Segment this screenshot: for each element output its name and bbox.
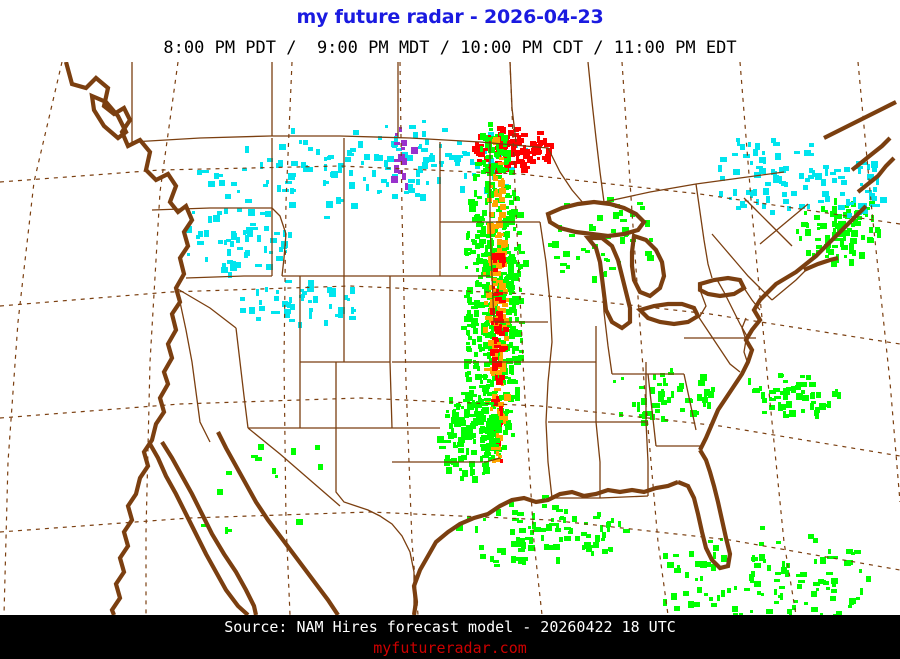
valid-time-bar: 8:00 PM PDT / 9:00 PM MDT / 10:00 PM CDT… xyxy=(163,38,737,58)
state-borders xyxy=(131,62,809,615)
graticule-parallels xyxy=(0,165,900,571)
source-text: Source: NAM Hires forecast model - 20260… xyxy=(224,618,676,636)
radar-map[interactable] xyxy=(0,62,900,615)
precipitation-echo-layer xyxy=(186,120,887,615)
footer-bar: Source: NAM Hires forecast model - 20260… xyxy=(0,615,900,659)
graticule-meridians xyxy=(3,62,900,615)
brand-link[interactable]: myfutureradar.com xyxy=(373,639,527,657)
map-canvas xyxy=(0,62,900,615)
page-title: my future radar - 2026-04-23 xyxy=(296,6,604,28)
geography-layer xyxy=(0,62,900,615)
